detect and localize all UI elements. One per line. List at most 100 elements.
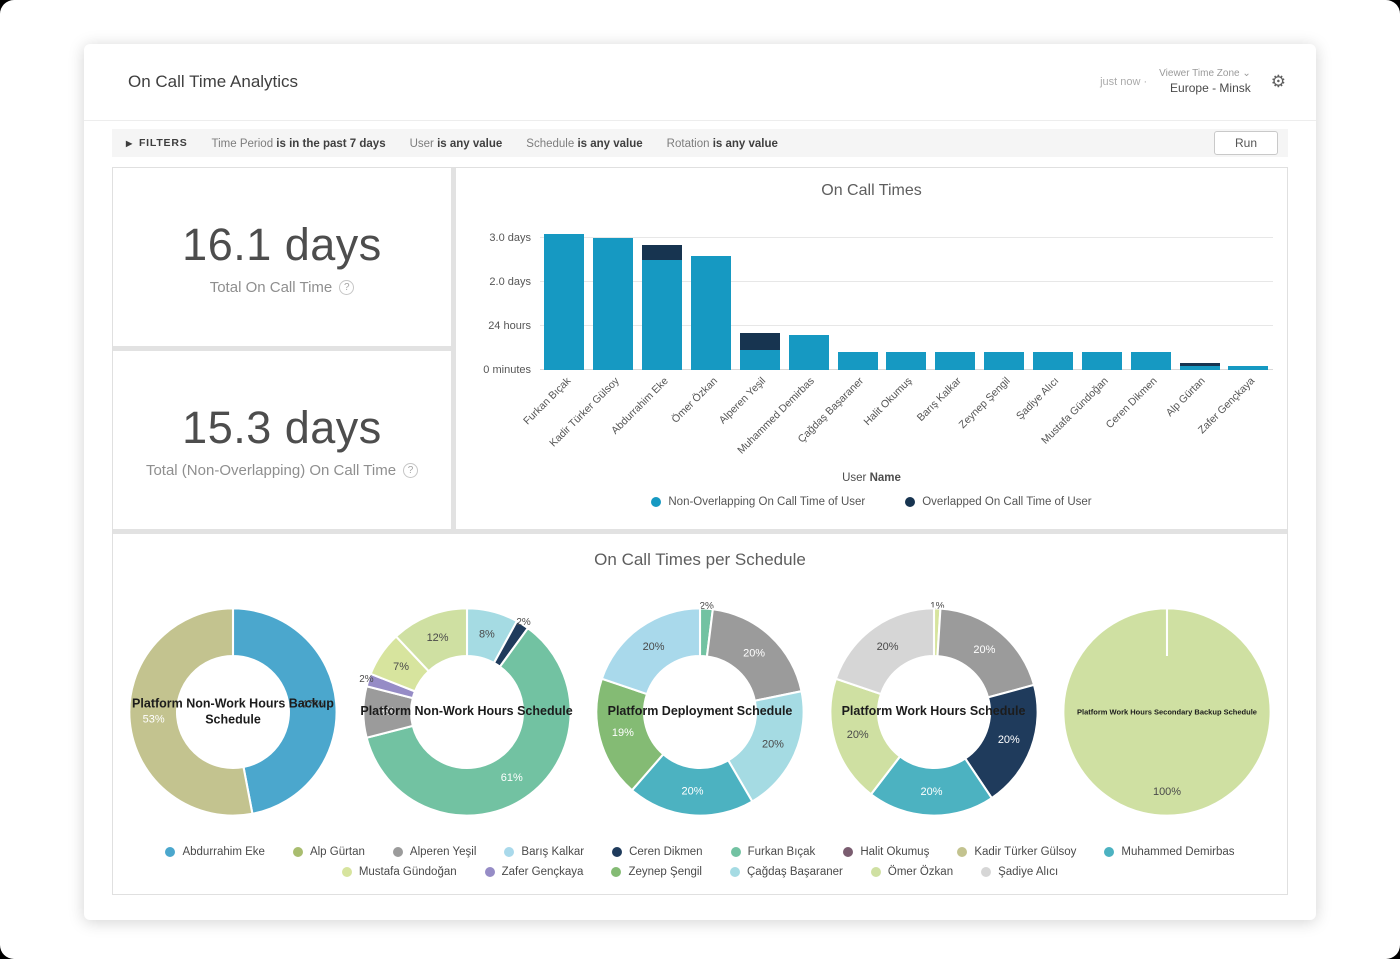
- header-right: just now · Viewer Time Zone ⌄ Europe - M…: [1100, 68, 1286, 96]
- donut-slice-label: 61%: [500, 772, 522, 784]
- bar-segment-non-overlapping[interactable]: [593, 238, 634, 370]
- bar[interactable]: [544, 233, 585, 370]
- legend-item[interactable]: Zeynep Şengil: [611, 866, 702, 878]
- bar[interactable]: [788, 334, 829, 370]
- donut-slice-label: 100%: [1153, 786, 1181, 798]
- bar-segment-non-overlapping[interactable]: [1228, 366, 1269, 370]
- bar-segment-non-overlapping[interactable]: [886, 352, 927, 370]
- bar-segment-non-overlapping[interactable]: [1179, 365, 1220, 370]
- gridline: [540, 281, 1273, 282]
- bar[interactable]: [1228, 366, 1269, 370]
- legend-label: Barış Kalkar: [521, 846, 585, 858]
- bar-segment-non-overlapping[interactable]: [935, 352, 976, 370]
- bar[interactable]: [935, 352, 976, 370]
- filter-item[interactable]: User is any value: [410, 138, 503, 150]
- legend-dot: [905, 497, 916, 507]
- legend-dot: [843, 847, 854, 857]
- bar-segment-non-overlapping[interactable]: [1032, 352, 1074, 370]
- filter-value: is any value: [437, 138, 503, 150]
- x-label-cell: Ceren Dikmen: [1103, 370, 1175, 472]
- bar[interactable]: [886, 352, 927, 370]
- bar-segment-non-overlapping[interactable]: [739, 350, 780, 370]
- bar[interactable]: [739, 332, 780, 370]
- info-icon[interactable]: ?: [403, 462, 419, 478]
- bar[interactable]: [1032, 352, 1074, 370]
- legend-item[interactable]: Ömer Özkan: [870, 866, 954, 878]
- y-axis-tick: 2.0 days: [489, 276, 531, 288]
- gridline: [540, 237, 1273, 238]
- legend-item[interactable]: Abdurrahim Eke: [165, 846, 265, 858]
- bar-segment-non-overlapping[interactable]: [690, 255, 732, 370]
- bar-column: [589, 220, 638, 370]
- run-button[interactable]: Run: [1213, 131, 1278, 155]
- legend-item[interactable]: Barış Kalkar: [504, 846, 584, 858]
- bar[interactable]: [1130, 352, 1171, 370]
- bar[interactable]: [593, 238, 634, 370]
- dashboard-grid: 16.1 days Total On Call Time ? 15.3 days…: [112, 167, 1288, 895]
- donut-slice-label: 20%: [973, 644, 995, 656]
- donut-slice[interactable]: [600, 607, 702, 696]
- donut-slice[interactable]: [128, 607, 254, 817]
- legend-item[interactable]: Ceren Dikmen: [612, 846, 703, 858]
- bar[interactable]: [1081, 352, 1122, 370]
- legend-item[interactable]: Alp Gürtan: [292, 846, 365, 858]
- legend-item[interactable]: Furkan Bıçak: [730, 846, 815, 858]
- legend-label: Mustafa Gündoğan: [358, 866, 457, 878]
- legend-dot: [870, 867, 881, 877]
- kpi-label: Total On Call Time ?: [210, 279, 355, 296]
- donut-slice-label: 20%: [846, 729, 868, 741]
- legend-dot: [730, 847, 741, 857]
- timezone-selector[interactable]: Viewer Time Zone ⌄ Europe - Minsk: [1159, 68, 1251, 96]
- filter-item[interactable]: Schedule is any value: [526, 138, 642, 150]
- filters-toggle[interactable]: ▶ FILTERS: [126, 137, 188, 149]
- legend-item[interactable]: Muhammed Demirbas: [1104, 846, 1235, 858]
- donut-slice[interactable]: [834, 607, 935, 696]
- bar[interactable]: [642, 244, 683, 370]
- donut-slice[interactable]: [231, 607, 338, 816]
- filter-item[interactable]: Rotation is any value: [667, 138, 778, 150]
- filters-section: ▶ FILTERS Time Period is in the past 7 d…: [84, 120, 1316, 157]
- legend-item[interactable]: Kadir Türker Gülsoy: [957, 846, 1076, 858]
- legend-label: Ömer Özkan: [887, 866, 954, 878]
- bar-column: [833, 220, 882, 370]
- legend-label: Alp Gürtan: [309, 846, 365, 858]
- bar-segment-non-overlapping[interactable]: [837, 352, 878, 370]
- bar-column: [1126, 220, 1175, 370]
- info-icon[interactable]: ?: [339, 279, 355, 295]
- bar-segment-non-overlapping[interactable]: [642, 260, 683, 370]
- filter-name: Time Period: [211, 138, 277, 150]
- x-label-cell: Zafer Gençkaya: [1196, 370, 1273, 472]
- legend-item[interactable]: Alperen Yeşil: [392, 846, 476, 858]
- donut-slice[interactable]: [1062, 607, 1272, 817]
- gear-icon[interactable]: ⚙: [1270, 72, 1286, 91]
- legend-item[interactable]: Non-Overlapping On Call Time of User: [651, 496, 865, 508]
- filter-item[interactable]: Time Period is in the past 7 days: [212, 138, 386, 150]
- donut-row: 47% 53% Platform Non-Work Hours Backup Sch…: [113, 570, 1287, 826]
- legend-item[interactable]: Mustafa Gündoğan: [341, 866, 457, 878]
- legend-label: Kadir Türker Gülsoy: [974, 846, 1077, 858]
- bar[interactable]: [1179, 363, 1220, 370]
- bar-segment-non-overlapping[interactable]: [788, 334, 829, 370]
- legend-item[interactable]: Çağdaş Başaraner: [730, 866, 843, 878]
- bar-segment-non-overlapping[interactable]: [1130, 352, 1171, 370]
- legend-label: Overlapped On Call Time of User: [922, 496, 1092, 508]
- bar[interactable]: [984, 352, 1025, 370]
- donut-slice[interactable]: [364, 626, 572, 817]
- donut-slice-label: 2%: [359, 674, 374, 685]
- bar-segment-non-overlapping[interactable]: [984, 352, 1025, 370]
- legend-item[interactable]: Overlapped On Call Time of User: [905, 496, 1092, 508]
- bar[interactable]: [690, 255, 732, 370]
- filter-value: is any value: [577, 138, 643, 150]
- bar-column: [1175, 220, 1224, 370]
- bar-segment-non-overlapping[interactable]: [1081, 352, 1122, 370]
- bar[interactable]: [837, 352, 878, 370]
- legend-item[interactable]: Halit Okumuş: [843, 846, 929, 858]
- legend-item[interactable]: Zafer Gençkaya: [484, 866, 583, 878]
- bar-x-labels: Furkan Bıçak Kadir Türker Gülsoy Abdurrahi…: [521, 370, 1273, 472]
- bar-segment-non-overlapping[interactable]: [544, 233, 585, 370]
- donut-slice[interactable]: [394, 607, 468, 673]
- bar-segment-overlapped[interactable]: [642, 244, 683, 260]
- bar-segment-overlapped[interactable]: [739, 332, 780, 351]
- bar-segment-overlapped[interactable]: [1179, 363, 1220, 366]
- legend-item[interactable]: Şadiye Alıcı: [981, 866, 1058, 878]
